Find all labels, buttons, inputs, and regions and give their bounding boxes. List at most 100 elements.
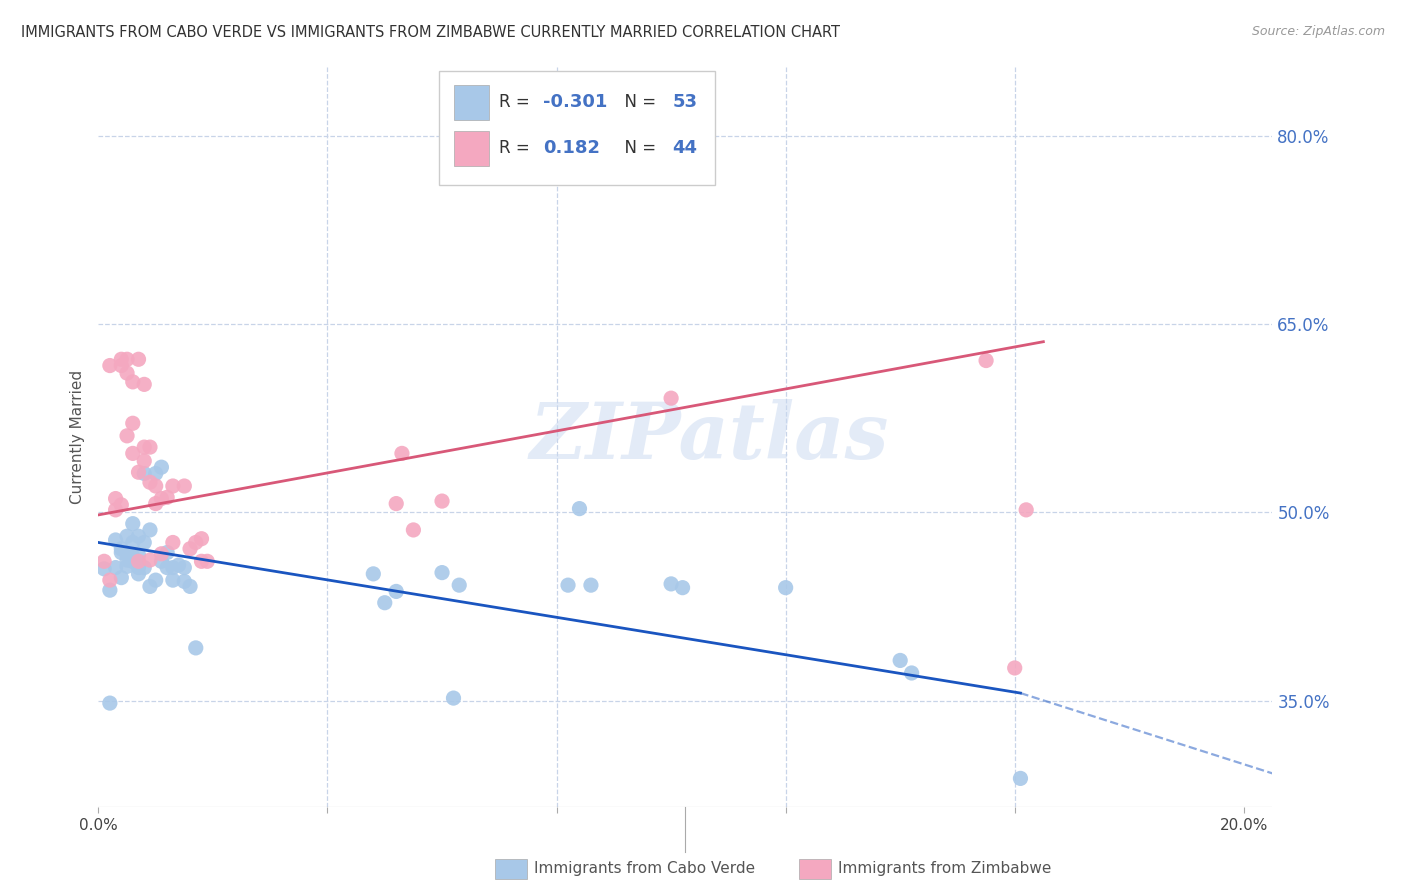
Point — [659, 391, 682, 405]
Point — [889, 653, 911, 667]
Point — [115, 553, 138, 567]
Point — [150, 554, 173, 568]
Point — [150, 460, 173, 475]
Point — [179, 579, 201, 593]
Point — [190, 554, 212, 568]
Point — [139, 440, 162, 454]
Point — [162, 573, 184, 587]
Point — [173, 479, 195, 493]
Point — [156, 545, 179, 559]
Point — [110, 359, 132, 373]
Point — [145, 467, 167, 481]
Point — [134, 535, 156, 549]
Point — [195, 554, 218, 568]
Point — [139, 579, 162, 593]
Point — [385, 497, 408, 511]
Text: 44: 44 — [672, 139, 697, 157]
Point — [775, 581, 797, 595]
Point — [190, 532, 212, 546]
Point — [115, 366, 138, 380]
Point — [145, 479, 167, 493]
Point — [1010, 772, 1032, 786]
Point — [430, 494, 453, 508]
Point — [115, 559, 138, 574]
Point — [121, 516, 143, 531]
Point — [121, 535, 143, 549]
Y-axis label: Currently Married: Currently Married — [70, 370, 86, 504]
Point — [167, 558, 190, 572]
Point — [121, 417, 143, 431]
Point — [110, 545, 132, 559]
Point — [162, 560, 184, 574]
Point — [134, 560, 156, 574]
Point — [121, 549, 143, 564]
Point — [115, 352, 138, 367]
FancyBboxPatch shape — [439, 70, 714, 186]
Point — [145, 573, 167, 587]
Point — [671, 581, 693, 595]
Text: N =: N = — [614, 94, 661, 112]
Point — [162, 479, 184, 493]
Text: -0.301: -0.301 — [543, 94, 607, 112]
Point — [110, 352, 132, 367]
Point — [134, 467, 156, 481]
Point — [128, 566, 150, 581]
Text: R =: R = — [499, 94, 534, 112]
Point — [134, 454, 156, 468]
Point — [134, 377, 156, 392]
Point — [110, 498, 132, 512]
Point — [104, 560, 127, 574]
Point — [900, 665, 922, 680]
FancyBboxPatch shape — [454, 85, 489, 120]
Point — [134, 440, 156, 454]
Point — [104, 533, 127, 547]
Point — [128, 465, 150, 479]
Point — [121, 375, 143, 389]
Point — [121, 446, 143, 460]
Text: Immigrants from Cabo Verde: Immigrants from Cabo Verde — [534, 862, 755, 876]
Point — [139, 523, 162, 537]
Text: Immigrants from Zimbabwe: Immigrants from Zimbabwe — [838, 862, 1052, 876]
FancyBboxPatch shape — [454, 130, 489, 166]
Point — [121, 554, 143, 568]
Point — [363, 566, 385, 581]
Point — [150, 491, 173, 506]
Point — [173, 574, 195, 589]
Point — [568, 501, 591, 516]
Point — [128, 548, 150, 562]
Text: N =: N = — [614, 139, 661, 157]
Point — [128, 352, 150, 367]
Point — [659, 577, 682, 591]
Text: 0.182: 0.182 — [543, 139, 600, 157]
Point — [139, 553, 162, 567]
Point — [402, 523, 425, 537]
Point — [557, 578, 579, 592]
Point — [115, 429, 138, 443]
Point — [128, 529, 150, 543]
Text: R =: R = — [499, 139, 540, 157]
Point — [374, 596, 396, 610]
Point — [98, 696, 121, 710]
Point — [145, 497, 167, 511]
Point — [430, 566, 453, 580]
Point — [110, 541, 132, 556]
Point — [974, 353, 997, 368]
Point — [443, 691, 465, 706]
Point — [93, 554, 115, 568]
Point — [579, 578, 602, 592]
Point — [98, 573, 121, 587]
Point — [385, 584, 408, 599]
Point — [184, 535, 207, 549]
Point — [1004, 661, 1026, 675]
Text: ZIPatlas: ZIPatlas — [529, 399, 889, 475]
Point — [104, 491, 127, 506]
Point — [115, 547, 138, 561]
Point — [98, 583, 121, 598]
Point — [179, 541, 201, 556]
Point — [449, 578, 471, 592]
Text: IMMIGRANTS FROM CABO VERDE VS IMMIGRANTS FROM ZIMBABWE CURRENTLY MARRIED CORRELA: IMMIGRANTS FROM CABO VERDE VS IMMIGRANTS… — [21, 25, 841, 40]
Point — [156, 560, 179, 574]
Point — [93, 562, 115, 576]
Point — [128, 554, 150, 568]
Point — [1015, 503, 1038, 517]
